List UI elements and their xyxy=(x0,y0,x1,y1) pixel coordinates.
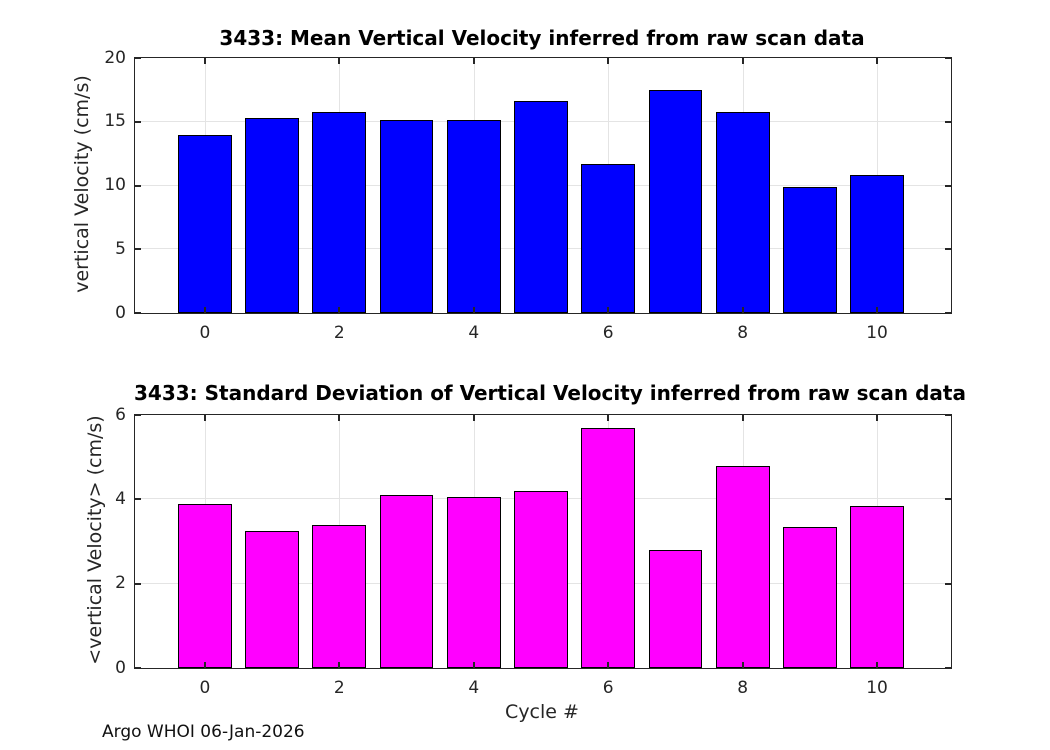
x-tick-mark xyxy=(472,58,475,64)
x-tick-label: 0 xyxy=(199,323,211,343)
y-tick-mark xyxy=(945,414,951,416)
y-tick-mark xyxy=(135,120,141,123)
x-tick-mark xyxy=(338,415,341,421)
x-tick-mark xyxy=(876,415,879,421)
x-tick-mark xyxy=(472,415,475,421)
y-tick-label: 20 xyxy=(104,47,126,68)
x-tick-label: 4 xyxy=(468,678,480,698)
x-tick-mark xyxy=(741,662,744,668)
bar-cycle-5 xyxy=(514,101,568,313)
bar-cycle-0 xyxy=(178,503,232,668)
x-axis-label: Cycle # xyxy=(505,701,579,723)
x-tick-label: 2 xyxy=(333,323,345,343)
y-tick-mark xyxy=(945,184,951,187)
figure-footer-text: Argo WHOI 06-Jan-2026 xyxy=(102,722,305,742)
x-tick-mark xyxy=(338,307,341,313)
bar-cycle-3 xyxy=(379,495,434,668)
bar-cycle-1 xyxy=(245,117,299,313)
x-tick-mark xyxy=(741,415,744,421)
bar-cycle-1 xyxy=(245,530,299,668)
y-tick-label: 4 xyxy=(115,489,126,510)
mean-velocity-chart-title: 3433: Mean Vertical Velocity inferred fr… xyxy=(219,26,865,50)
bar-cycle-8 xyxy=(715,111,770,313)
bar-cycle-4 xyxy=(446,497,501,668)
x-tick-mark xyxy=(876,58,879,64)
x-tick-mark xyxy=(741,58,744,64)
y-tick-label: 2 xyxy=(115,573,126,594)
bar-cycle-9 xyxy=(782,187,837,313)
x-tick-mark xyxy=(607,662,610,668)
std-velocity-chart-title: 3433: Standard Deviation of Vertical Vel… xyxy=(134,381,966,405)
y-tick-mark xyxy=(945,667,951,669)
y-tick-label: 5 xyxy=(115,239,126,260)
y-tick-mark xyxy=(135,498,141,501)
y-tick-mark xyxy=(945,498,951,501)
x-tick-label: 0 xyxy=(199,678,211,698)
mean-velocity-plot-area: 0 5 10 15 20 0 2 4 6 8 10 xyxy=(104,48,952,343)
x-tick-mark xyxy=(338,58,341,64)
x-tick-label: 8 xyxy=(737,323,749,343)
y-tick-label: 0 xyxy=(115,657,126,678)
y-tick-mark xyxy=(945,57,951,59)
bar-cycle-10 xyxy=(850,505,904,668)
bar-cycle-9 xyxy=(782,526,837,668)
y-tick-mark xyxy=(945,312,951,314)
bar-cycle-7 xyxy=(648,549,703,668)
x-tick-label: 4 xyxy=(468,323,480,343)
y-tick-mark xyxy=(135,184,141,187)
x-tick-label: 6 xyxy=(602,323,614,343)
y-tick-mark xyxy=(135,582,141,585)
x-tick-label: 2 xyxy=(333,678,345,698)
x-tick-label: 8 xyxy=(737,678,749,698)
x-tick-label: 6 xyxy=(602,678,614,698)
y-tick-mark xyxy=(135,57,141,59)
bar-cycle-6 xyxy=(581,427,636,668)
y-tick-label: 10 xyxy=(104,175,126,196)
x-tick-mark xyxy=(607,415,610,421)
y-tick-mark xyxy=(135,667,141,669)
y-tick-label: 6 xyxy=(115,404,126,425)
x-tick-mark xyxy=(607,307,610,313)
x-tick-mark xyxy=(741,307,744,313)
y-tick-label: 0 xyxy=(115,302,126,323)
x-tick-mark xyxy=(876,307,879,313)
x-tick-mark xyxy=(203,307,206,313)
x-tick-mark xyxy=(203,662,206,668)
x-tick-mark xyxy=(338,662,341,668)
y-tick-label: 15 xyxy=(104,111,126,132)
bar-cycle-8 xyxy=(715,465,770,668)
x-tick-mark xyxy=(607,58,610,64)
bar-cycle-10 xyxy=(850,174,904,313)
y-tick-mark xyxy=(945,582,951,585)
x-tick-mark xyxy=(203,58,206,64)
y-tick-mark xyxy=(135,248,141,251)
bar-cycle-2 xyxy=(312,111,367,313)
bar-cycle-5 xyxy=(514,490,568,668)
bar-cycle-6 xyxy=(581,164,636,313)
x-tick-label: 10 xyxy=(866,323,888,343)
std-velocity-plot-area: 0 2 4 6 0 2 4 6 8 10 xyxy=(115,405,952,698)
bar-cycle-3 xyxy=(379,119,434,313)
x-tick-mark xyxy=(203,415,206,421)
bar-cycle-0 xyxy=(178,134,232,313)
bar-cycle-7 xyxy=(648,89,703,313)
bar-cycle-4 xyxy=(446,119,501,313)
y-tick-mark xyxy=(135,414,141,416)
mean-velocity-y-axis-label: vertical Velocity (cm/s) xyxy=(71,75,93,293)
x-tick-label: 10 xyxy=(866,678,888,698)
bar-cycle-2 xyxy=(312,524,367,668)
x-tick-mark xyxy=(876,662,879,668)
y-tick-mark xyxy=(945,248,951,251)
y-tick-mark xyxy=(945,120,951,123)
x-tick-mark xyxy=(472,307,475,313)
x-tick-mark xyxy=(472,662,475,668)
std-velocity-y-axis-label: <vertical Velocity> (cm/s) xyxy=(84,415,106,665)
y-tick-mark xyxy=(135,312,141,314)
